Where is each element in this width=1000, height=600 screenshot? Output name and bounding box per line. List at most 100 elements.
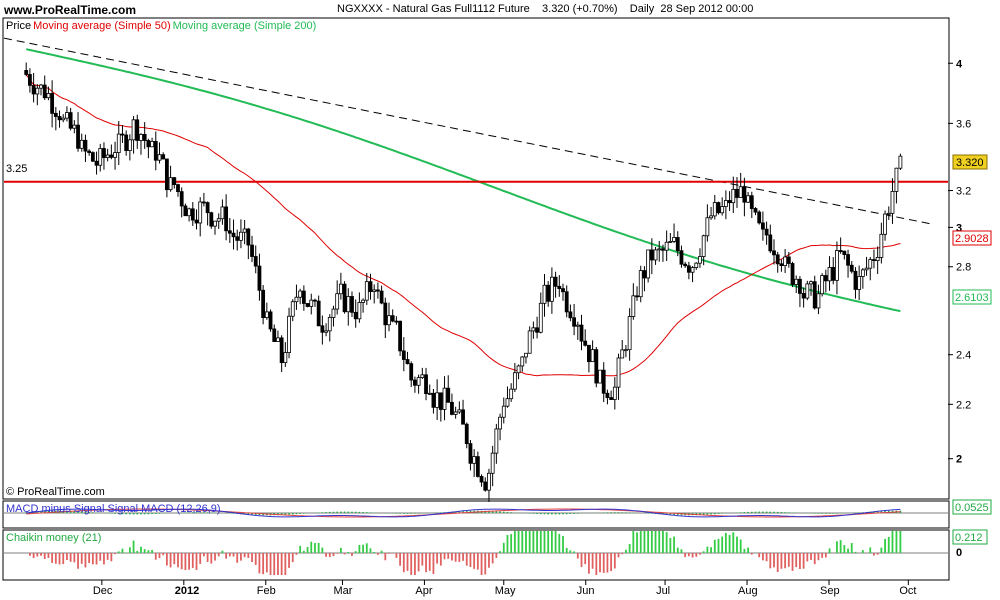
x-tick-label: Jun: [577, 585, 595, 597]
chaikin-bar: [569, 550, 572, 553]
chaikin-bar: [899, 531, 902, 553]
x-tick-label: Dec: [93, 585, 113, 597]
chaikin-bar: [388, 553, 390, 554]
candle-body: [283, 352, 288, 364]
macd-hist-bar: [577, 513, 579, 514]
chaikin-bar: [228, 553, 231, 557]
macd-hist-bar: [151, 513, 153, 515]
candle-body: [579, 324, 584, 342]
macd-hist-bar: [547, 513, 549, 515]
candle-body: [324, 330, 328, 333]
chaikin-bar: [114, 553, 116, 555]
chaikin-bar: [780, 553, 783, 569]
macd-hist-bar: [69, 510, 72, 513]
candle-body: [409, 363, 414, 381]
macd-hist-bar: [417, 513, 420, 514]
macd-hist-bar: [154, 513, 157, 514]
candle-body: [220, 206, 225, 220]
chaikin-bar: [47, 553, 50, 558]
candle-body: [524, 352, 528, 358]
chaikin-bar: [632, 531, 635, 553]
macd-hist-bar: [765, 511, 768, 513]
candle-body: [538, 302, 543, 333]
candle-body: [853, 270, 858, 290]
macd-panel: [2, 500, 950, 529]
macd-hist-bar: [121, 513, 124, 515]
candle-body: [327, 317, 332, 332]
candle-body: [401, 350, 406, 360]
x-tick-label: 2012: [175, 585, 199, 597]
chaikin-bar: [739, 539, 742, 553]
chaikin-bar: [66, 553, 68, 560]
macd-hist-bar: [573, 513, 575, 514]
macd-hist-bar: [606, 512, 609, 513]
macd-hist-bar: [565, 513, 568, 515]
candle-body: [461, 409, 465, 425]
chaikin-bar: [380, 550, 383, 553]
macd-hist-bar: [499, 511, 501, 513]
chaikin-bar: [613, 553, 616, 569]
macd-hist-bar: [754, 511, 757, 513]
x-tick-label: May: [495, 585, 516, 597]
current-price-badge: [952, 154, 988, 170]
chaikin-bar: [199, 553, 202, 564]
candle-body: [135, 119, 140, 141]
chaikin-bar: [473, 553, 476, 569]
candle-body: [483, 481, 488, 491]
chaikin-bar: [554, 531, 557, 553]
macd-hist-bar: [192, 512, 194, 513]
macd-hist-bar: [665, 513, 668, 515]
candle-body: [24, 70, 29, 75]
candle-body: [446, 387, 451, 403]
candle-body: [68, 112, 73, 129]
site-link[interactable]: www.ProRealTime.com: [4, 3, 137, 17]
macd-hist-bar: [43, 511, 46, 513]
candle-body: [664, 241, 669, 251]
chaikin-bar: [721, 536, 724, 553]
chaikin-bar: [317, 543, 320, 553]
chaikin-bar: [539, 531, 542, 553]
candle-body: [250, 244, 254, 257]
ma50-line: [25, 74, 901, 377]
candle-body: [202, 201, 206, 204]
chaikin-bar: [365, 543, 368, 553]
chaikin-bar: [143, 549, 146, 553]
chaikin-bar: [343, 553, 346, 555]
chaikin-bar: [295, 553, 298, 555]
candle-body: [572, 317, 577, 327]
candle-body: [809, 281, 813, 285]
chaikin-bar: [95, 553, 98, 565]
chaikin-bar: [251, 553, 253, 563]
candle-body: [53, 112, 58, 117]
candle-body: [761, 222, 765, 230]
candle-body: [675, 237, 680, 252]
chaikin-bar: [384, 553, 387, 561]
macd-hist-bar: [702, 513, 705, 515]
candle-body: [501, 405, 506, 418]
candle-body: [609, 397, 614, 400]
candle-body: [772, 250, 776, 256]
macd-hist-bar: [880, 511, 883, 513]
candle-body: [242, 228, 247, 233]
chaikin-bar: [410, 553, 413, 575]
chaikin-bar: [203, 553, 205, 557]
macd-hist-bar: [699, 513, 701, 516]
chaikin-bar: [762, 553, 764, 561]
candle-body: [176, 184, 180, 193]
macd-hist-bar: [73, 511, 76, 513]
candle-body: [57, 116, 62, 121]
candle-body: [357, 302, 362, 320]
resistance-label: 3.25: [6, 163, 27, 175]
candle-body: [598, 369, 602, 384]
chaikin-bar: [273, 553, 276, 575]
chaikin-bar: [521, 531, 524, 553]
candle-body: [161, 154, 166, 160]
chaikin-bar: [528, 531, 531, 553]
macd-hist-bar: [769, 511, 772, 513]
macd-hist-bar: [354, 511, 357, 513]
macd-hist-bar: [343, 511, 346, 513]
candle-body: [298, 290, 303, 298]
candle-body: [735, 188, 739, 198]
chaikin-bar: [532, 531, 535, 553]
chaikin-bar: [480, 553, 483, 575]
